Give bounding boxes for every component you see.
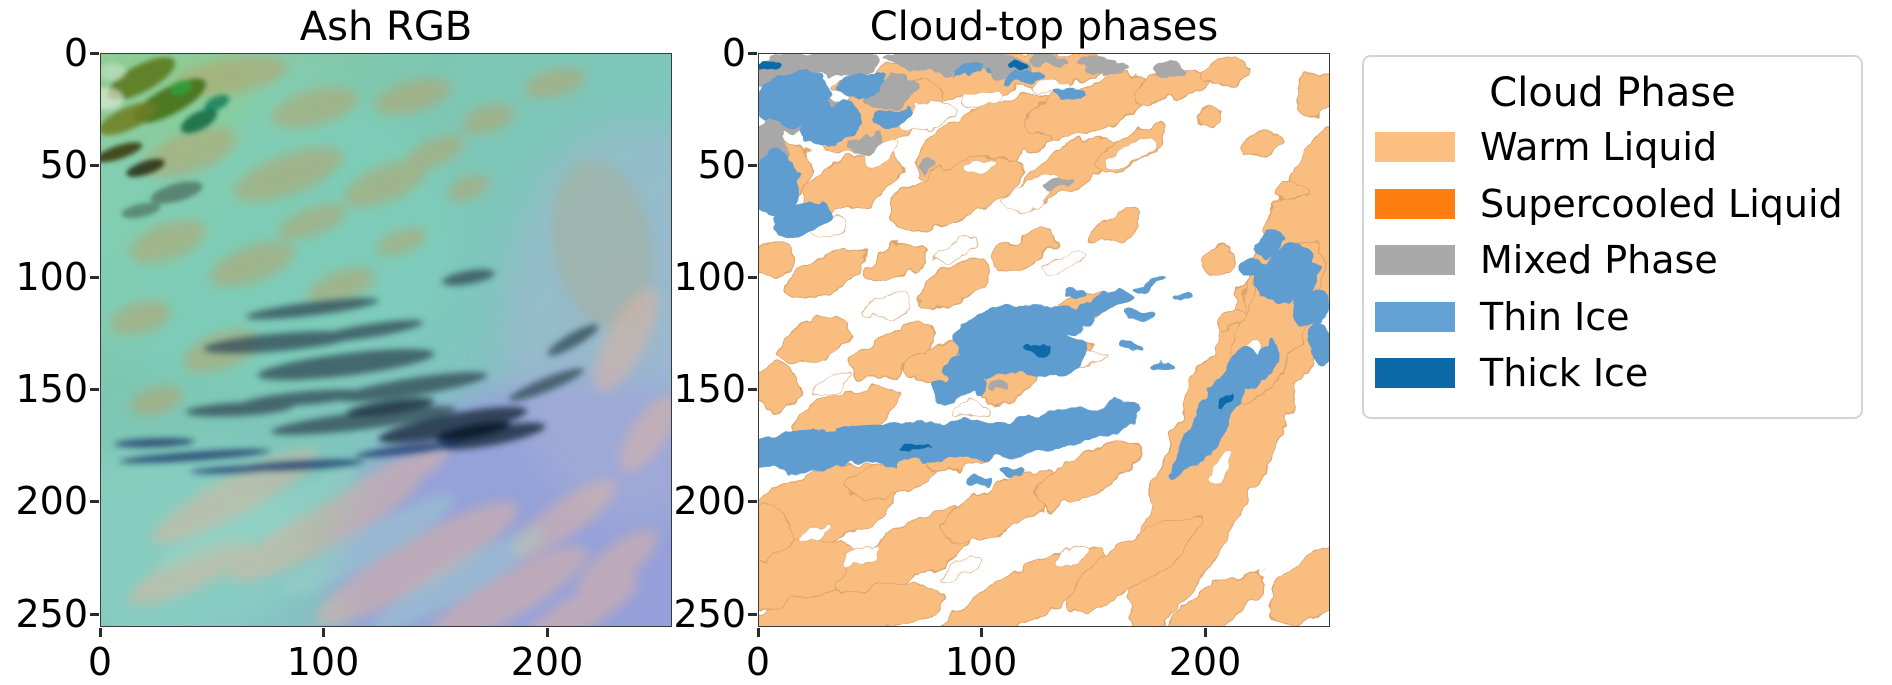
thick-ice-swatch <box>1375 358 1455 388</box>
ytick-label: 100 <box>673 255 746 299</box>
ash-dark-streaks <box>114 269 599 474</box>
legend-entry-label: Warm Liquid <box>1480 125 1718 169</box>
ytick-label: 0 <box>721 31 746 75</box>
ash-mint-streaks <box>155 467 545 626</box>
xtick-label: 100 <box>286 640 360 684</box>
xtick-label: 100 <box>944 640 1018 684</box>
legend-entry-label: Supercooled Liquid <box>1480 182 1843 226</box>
ash-rgb-rendering <box>101 54 671 626</box>
legend-title: Cloud Phase <box>1489 70 1736 116</box>
right-panel-title: Cloud-top phases <box>869 4 1219 50</box>
thin-ice-swatch <box>1375 302 1455 332</box>
legend-entry-warm-liquid: Warm Liquid <box>1364 125 1861 169</box>
cloud-phase-map <box>758 53 1330 627</box>
legend-entry-thick-ice: Thick Ice <box>1364 351 1861 395</box>
legend-entry-label: Thin Ice <box>1480 295 1630 339</box>
ytick-label: 150 <box>673 367 746 411</box>
left-panel-title: Ash RGB <box>299 4 473 50</box>
mixed-phase-swatch <box>1375 245 1455 275</box>
xtick-label: 0 <box>745 640 771 684</box>
ytick-label: 200 <box>673 479 746 523</box>
legend-entry-thin-ice: Thin Ice <box>1364 295 1861 339</box>
xtick-label: 200 <box>1168 640 1242 684</box>
legend-entry-supercooled-liquid: Supercooled Liquid <box>1364 182 1861 226</box>
cloud-phase-legend: Cloud Phase Warm Liquid Supercooled Liqu… <box>1362 55 1863 419</box>
legend-entry-label: Mixed Phase <box>1480 238 1718 282</box>
ash-pink-streaks <box>129 287 671 626</box>
thin-ice-regions <box>759 64 1329 486</box>
ytick-label: 0 <box>63 31 88 75</box>
ash-terrain-blob <box>101 57 230 219</box>
ytick-label: 250 <box>673 592 746 636</box>
legend-entry-mixed-phase: Mixed Phase <box>1364 238 1861 282</box>
cloud-phase-rendering <box>759 54 1329 626</box>
supercooled-liquid-swatch <box>1375 189 1455 219</box>
ytick-label: 50 <box>39 143 88 187</box>
ash-rgb-image <box>100 53 672 627</box>
ytick-label: 100 <box>15 255 88 299</box>
thick-ice-regions <box>759 58 1234 452</box>
legend-entry-label: Thick Ice <box>1480 351 1649 395</box>
ytick-label: 50 <box>697 143 746 187</box>
xtick-label: 200 <box>510 640 584 684</box>
ytick-label: 150 <box>15 367 88 411</box>
ytick-label: 200 <box>15 479 88 523</box>
xtick-label: 0 <box>87 640 113 684</box>
warm-liquid-swatch <box>1375 132 1455 162</box>
ytick-label: 250 <box>15 592 88 636</box>
